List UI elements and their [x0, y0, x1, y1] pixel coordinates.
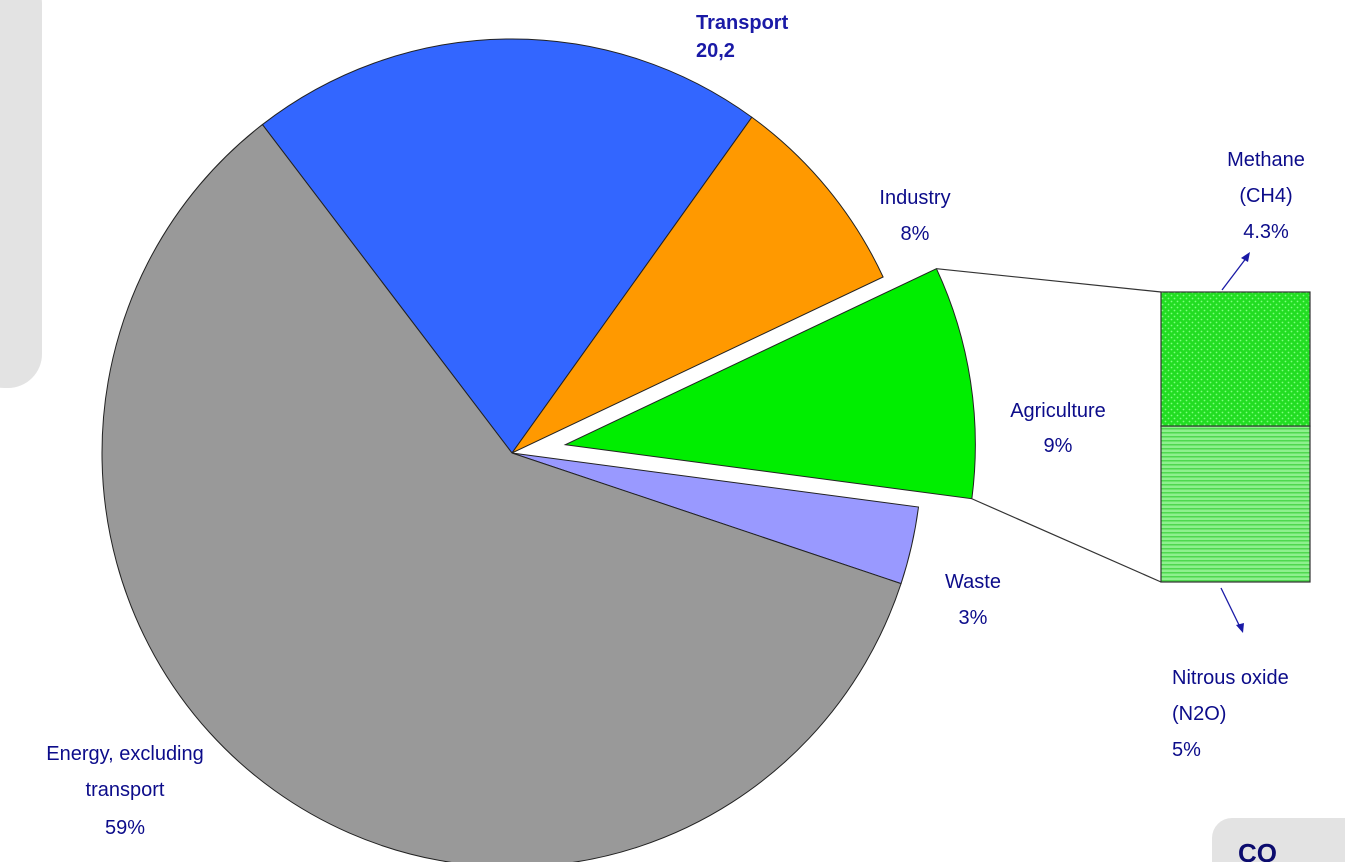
pie-slice-transport	[261, 38, 753, 454]
label-nitrous-oxide-name-1: Nitrous oxide	[1172, 667, 1289, 689]
label-methane-value: 4.3%	[1243, 221, 1289, 243]
label-methane: Methane (CH4) 4.3%	[1227, 149, 1305, 243]
label-methane-name-2: (CH4)	[1239, 185, 1292, 207]
label-industry-name: Industry	[879, 187, 950, 209]
label-industry-value: 8%	[901, 223, 930, 245]
methane-arrow	[1221, 252, 1250, 291]
pie-slice-industry	[510, 116, 884, 455]
nitrous-oxide-segment	[1160, 425, 1311, 583]
label-agriculture-value: 9%	[1044, 435, 1073, 457]
label-nitrous-oxide-name-2: (N2O)	[1172, 703, 1226, 725]
pie-slice-agriculture	[563, 268, 976, 500]
label-nitrous-oxide-value: 5%	[1172, 739, 1201, 761]
connector-line-top	[936, 268, 1162, 293]
label-energy-value: 59%	[105, 817, 145, 839]
breakdown-bar	[1160, 291, 1311, 583]
label-waste-value: 3%	[959, 607, 988, 629]
label-waste: Waste 3%	[945, 571, 1001, 629]
label-waste-name: Waste	[945, 571, 1001, 593]
label-agriculture: Agriculture 9%	[1010, 400, 1106, 457]
label-methane-name-1: Methane	[1227, 149, 1305, 171]
methane-segment	[1160, 291, 1311, 427]
label-energy-name-2: transport	[86, 779, 165, 801]
label-transport-name: Transport	[696, 12, 789, 34]
corner-text: CO	[1238, 838, 1277, 862]
label-energy-name-1: Energy, excluding	[46, 743, 204, 765]
label-nitrous-oxide: Nitrous oxide (N2O) 5%	[1172, 667, 1289, 761]
left-decor-panel	[0, 0, 42, 388]
label-transport: Transport 20,2	[696, 12, 789, 62]
label-transport-value: 20,2	[696, 40, 735, 62]
label-industry: Industry 8%	[879, 187, 950, 245]
label-energy: Energy, excluding transport 59%	[46, 743, 204, 839]
pie-slices	[101, 38, 976, 862]
nitrous-oxide-arrow	[1220, 587, 1244, 633]
corner-tab	[1212, 818, 1345, 862]
connector-line-bottom	[971, 498, 1162, 583]
pie-slice-energy	[101, 123, 902, 862]
label-agriculture-name: Agriculture	[1010, 400, 1106, 422]
